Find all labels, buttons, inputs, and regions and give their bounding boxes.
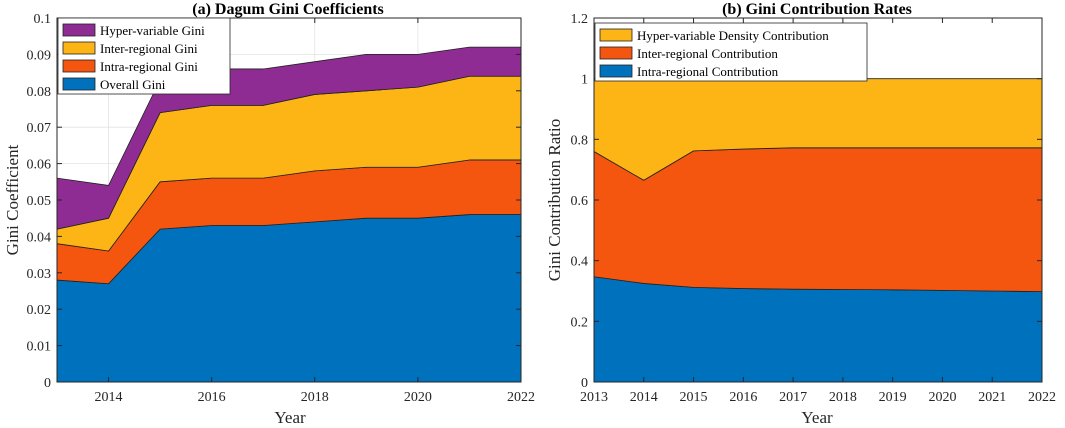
- chart-b-legend-label-intra-regional-contribution: Intra-regional Contribution: [637, 64, 779, 79]
- chart-a-xlabel: Year: [274, 408, 306, 427]
- chart-b-title: (b) Gini Contribution Rates: [722, 1, 912, 18]
- chart-a-xtick-label: 2018: [301, 390, 329, 405]
- chart-a-legend-label-overall-gini: Overall Gini: [100, 77, 166, 92]
- chart-b-xtick-label: 2016: [729, 390, 757, 405]
- chart-a-xtick-label: 2022: [507, 390, 535, 405]
- chart-a-ticks: 2014 2016 2018 2020 2022 0 0.01 0.02 0.03 0.04 0.0…: [27, 12, 536, 405]
- chart-a-legend-swatch-intra-regional-gini: [62, 59, 96, 73]
- chart-b-xtick-label: 2014: [630, 390, 658, 405]
- chart-b-ytick-label: 0: [581, 376, 588, 391]
- chart-b-legend-label-inter-regional-contribution: Inter-regional Contribution: [637, 46, 778, 61]
- chart-b-xtick-label: 2017: [779, 390, 807, 405]
- chart-b-legend-box: [594, 22, 868, 82]
- chart-b-ytick-label: 1.2: [571, 12, 589, 27]
- chart-a-ytick-label: 0.09: [27, 48, 52, 63]
- chart-a-ytick-label: 0.07: [27, 121, 52, 136]
- chart-a-ytick-label: 0.08: [27, 85, 52, 100]
- chart-b-xtick-label: 2018: [829, 390, 857, 405]
- chart-a-ytick-label: 0.05: [27, 194, 52, 209]
- chart-b-xtick-label: 2022: [1028, 390, 1056, 405]
- chart-a-ytick-label: 0.04: [27, 230, 52, 245]
- chart-a-ytick-label: 0.06: [27, 158, 52, 173]
- chart-b-xtick-label: 2020: [928, 390, 956, 405]
- chart-b-xtick-label: 2013: [580, 390, 608, 405]
- chart-a-legend-swatch-overall-gini: [62, 77, 96, 91]
- chart-b-legend-swatch-inter-regional-contribution: [599, 46, 633, 60]
- chart-a-legend-swatch-hyper-variable-gini: [62, 23, 96, 37]
- chart-a-legend: Hyper-variable Gini Inter-regional Gini In…: [57, 17, 231, 95]
- chart-b-ytick-label: 1: [581, 73, 588, 88]
- chart-b-xtick-label: 2021: [978, 390, 1006, 405]
- chart-b-ytick-label: 0.2: [571, 315, 589, 330]
- chart-b-ticks: 2013 2014 2015 2016 2017 2018 2019 2020 2021 2022…: [571, 12, 1057, 405]
- chart-a-ytick-label: 0.01: [27, 340, 52, 355]
- chart-a-legend-label-inter-regional-gini: Inter-regional Gini: [100, 41, 198, 56]
- chart-b-ylabel: Gini Contribution Ratio: [545, 119, 564, 281]
- chart-b-areas: [593, 78, 1043, 383]
- chart-a-xtick-label: 2014: [95, 390, 123, 405]
- chart-a-areas: [56, 46, 522, 383]
- chart-b: (b) Gini Contribution Rates 2013 2014 2015…: [545, 1, 1056, 427]
- chart-b-legend-label-hyper-variable-density-contribution: Hyper-variable Density Contribution: [637, 28, 829, 43]
- chart-a-ytick-label: 0.03: [27, 267, 52, 282]
- chart-a-ytick-label: 0: [44, 376, 51, 391]
- chart-b-ytick-label: 0.4: [571, 255, 589, 270]
- chart-b-xtick-label: 2019: [879, 390, 907, 405]
- chart-a: (a) Dagum Gini Coefficients 2014 2016 2018…: [3, 1, 535, 427]
- chart-a-legend-swatch-inter-regional-gini: [62, 41, 96, 55]
- chart-b-xtick-label: 2015: [680, 390, 708, 405]
- chart-a-title: (a) Dagum Gini Coefficients: [192, 1, 384, 18]
- chart-a-xtick-label: 2016: [198, 390, 226, 405]
- chart-a-ylabel: Gini Coefficient: [3, 144, 22, 255]
- chart-b-legend: Hyper-variable Density Contribution Inter…: [594, 22, 868, 82]
- chart-b-legend-swatch-hyper-variable-density-contribution: [599, 28, 633, 42]
- chart-a-xtick-label: 2020: [404, 390, 432, 405]
- chart-a-legend-label-intra-regional-gini: Intra-regional Gini: [100, 59, 198, 74]
- chart-b-ytick-label: 0.6: [571, 194, 589, 209]
- chart-a-legend-label-hyper-variable-gini: Hyper-variable Gini: [100, 23, 205, 38]
- chart-b-legend-swatch-intra-regional-contribution: [599, 64, 633, 78]
- chart-a-ytick-label: 0.1: [34, 12, 52, 27]
- chart-a-ytick-label: 0.02: [27, 303, 52, 318]
- chart-b-ytick-label: 0.8: [571, 133, 589, 148]
- chart-b-area-intra-regional-contribution: [593, 276, 1043, 383]
- chart-b-xlabel: Year: [801, 408, 833, 427]
